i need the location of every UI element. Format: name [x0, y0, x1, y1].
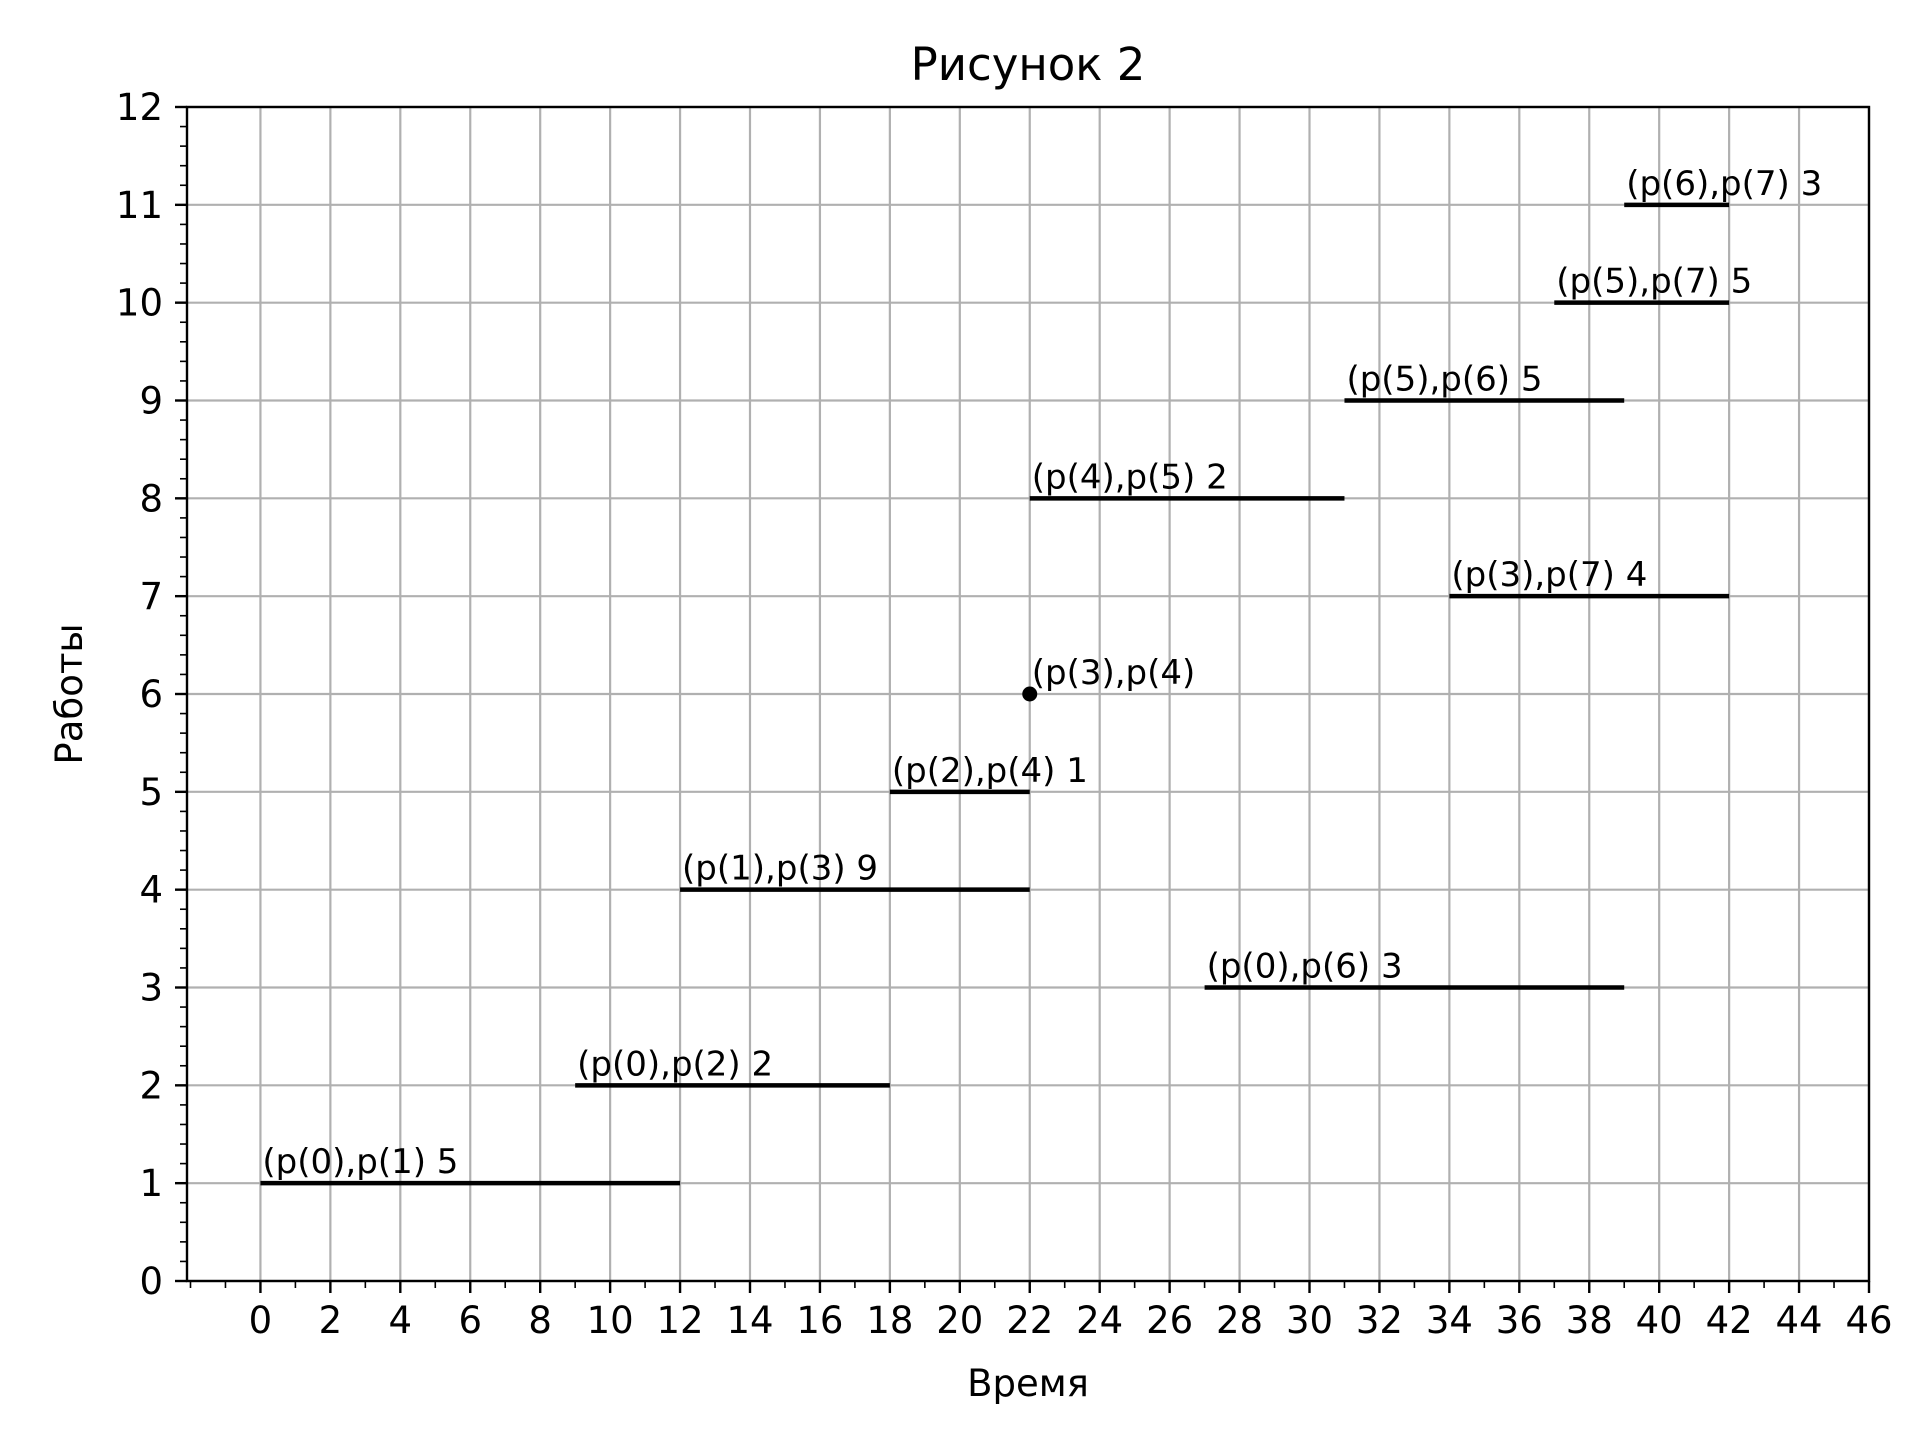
y-tick-label: 2: [139, 1064, 163, 1107]
x-tick-label: 30: [1286, 1299, 1333, 1342]
x-tick-label: 10: [587, 1299, 634, 1342]
segment-label: (p(0),p(1) 5: [262, 1142, 458, 1182]
segment-point: [1022, 686, 1038, 702]
axis-ticks: 0 2 4 6 8 10 12 14 16 18 20 22 24 26 28 30 32 34 36 38 40 42 4…: [116, 86, 1893, 1342]
segment-label: (p(2),p(4) 1: [892, 751, 1088, 791]
x-tick-label: 8: [528, 1299, 552, 1342]
x-tick-label: 18: [866, 1299, 913, 1342]
segment-label: (p(3),p(4): [1032, 653, 1196, 693]
x-tick-label: 2: [319, 1299, 343, 1342]
segment-label: (p(3),p(7) 4: [1451, 555, 1647, 595]
y-tick-label: 12: [116, 86, 163, 129]
x-tick-label: 40: [1636, 1299, 1683, 1342]
x-tick-label: 32: [1356, 1299, 1403, 1342]
x-tick-label: 28: [1216, 1299, 1263, 1342]
x-tick-label: 6: [458, 1299, 482, 1342]
x-tick-label: 20: [936, 1299, 983, 1342]
x-tick-label: 4: [389, 1299, 413, 1342]
segment-label: (p(0),p(2) 2: [577, 1044, 773, 1084]
segment-label: (p(5),p(7) 5: [1556, 262, 1752, 302]
y-tick-label: 4: [139, 869, 163, 912]
x-tick-label: 46: [1845, 1299, 1892, 1342]
y-axis-title: Работы: [48, 623, 91, 764]
y-tick-label: 6: [139, 673, 163, 716]
segment-label: (p(5),p(6) 5: [1346, 360, 1542, 400]
x-tick-label: 34: [1426, 1299, 1473, 1342]
x-tick-label: 38: [1566, 1299, 1613, 1342]
chart-title: Рисунок 2: [911, 38, 1146, 91]
y-tick-label: 10: [116, 282, 163, 325]
y-tick-label: 5: [139, 771, 163, 814]
x-axis-title: Время: [967, 1362, 1089, 1405]
y-tick-label: 11: [116, 184, 163, 227]
y-tick-label: 1: [139, 1162, 163, 1205]
x-tick-label: 42: [1706, 1299, 1753, 1342]
x-tick-label: 16: [796, 1299, 843, 1342]
x-tick-label: 12: [657, 1299, 704, 1342]
y-tick-label: 0: [139, 1260, 163, 1303]
x-tick-label: 0: [249, 1299, 273, 1342]
segment-label: (p(4),p(5) 2: [1032, 457, 1228, 497]
segment-label: (p(0),p(6) 3: [1207, 947, 1403, 987]
x-tick-label: 26: [1146, 1299, 1193, 1342]
segment-label: (p(1),p(3) 9: [682, 849, 878, 889]
x-tick-label: 36: [1496, 1299, 1543, 1342]
segments: (p(0),p(1) 5 (p(0),p(2) 2 (p(0),p(6) 3 (p(1…: [260, 164, 1822, 1186]
y-tick-label: 9: [139, 380, 163, 423]
x-tick-label: 22: [1006, 1299, 1053, 1342]
x-tick-label: 44: [1776, 1299, 1823, 1342]
y-tick-label: 7: [139, 575, 163, 618]
segment-label: (p(6),p(7) 3: [1626, 164, 1822, 204]
y-tick-label: 3: [139, 967, 163, 1010]
y-tick-label: 8: [139, 477, 163, 520]
x-tick-label: 24: [1076, 1299, 1123, 1342]
x-tick-label: 14: [726, 1299, 773, 1342]
